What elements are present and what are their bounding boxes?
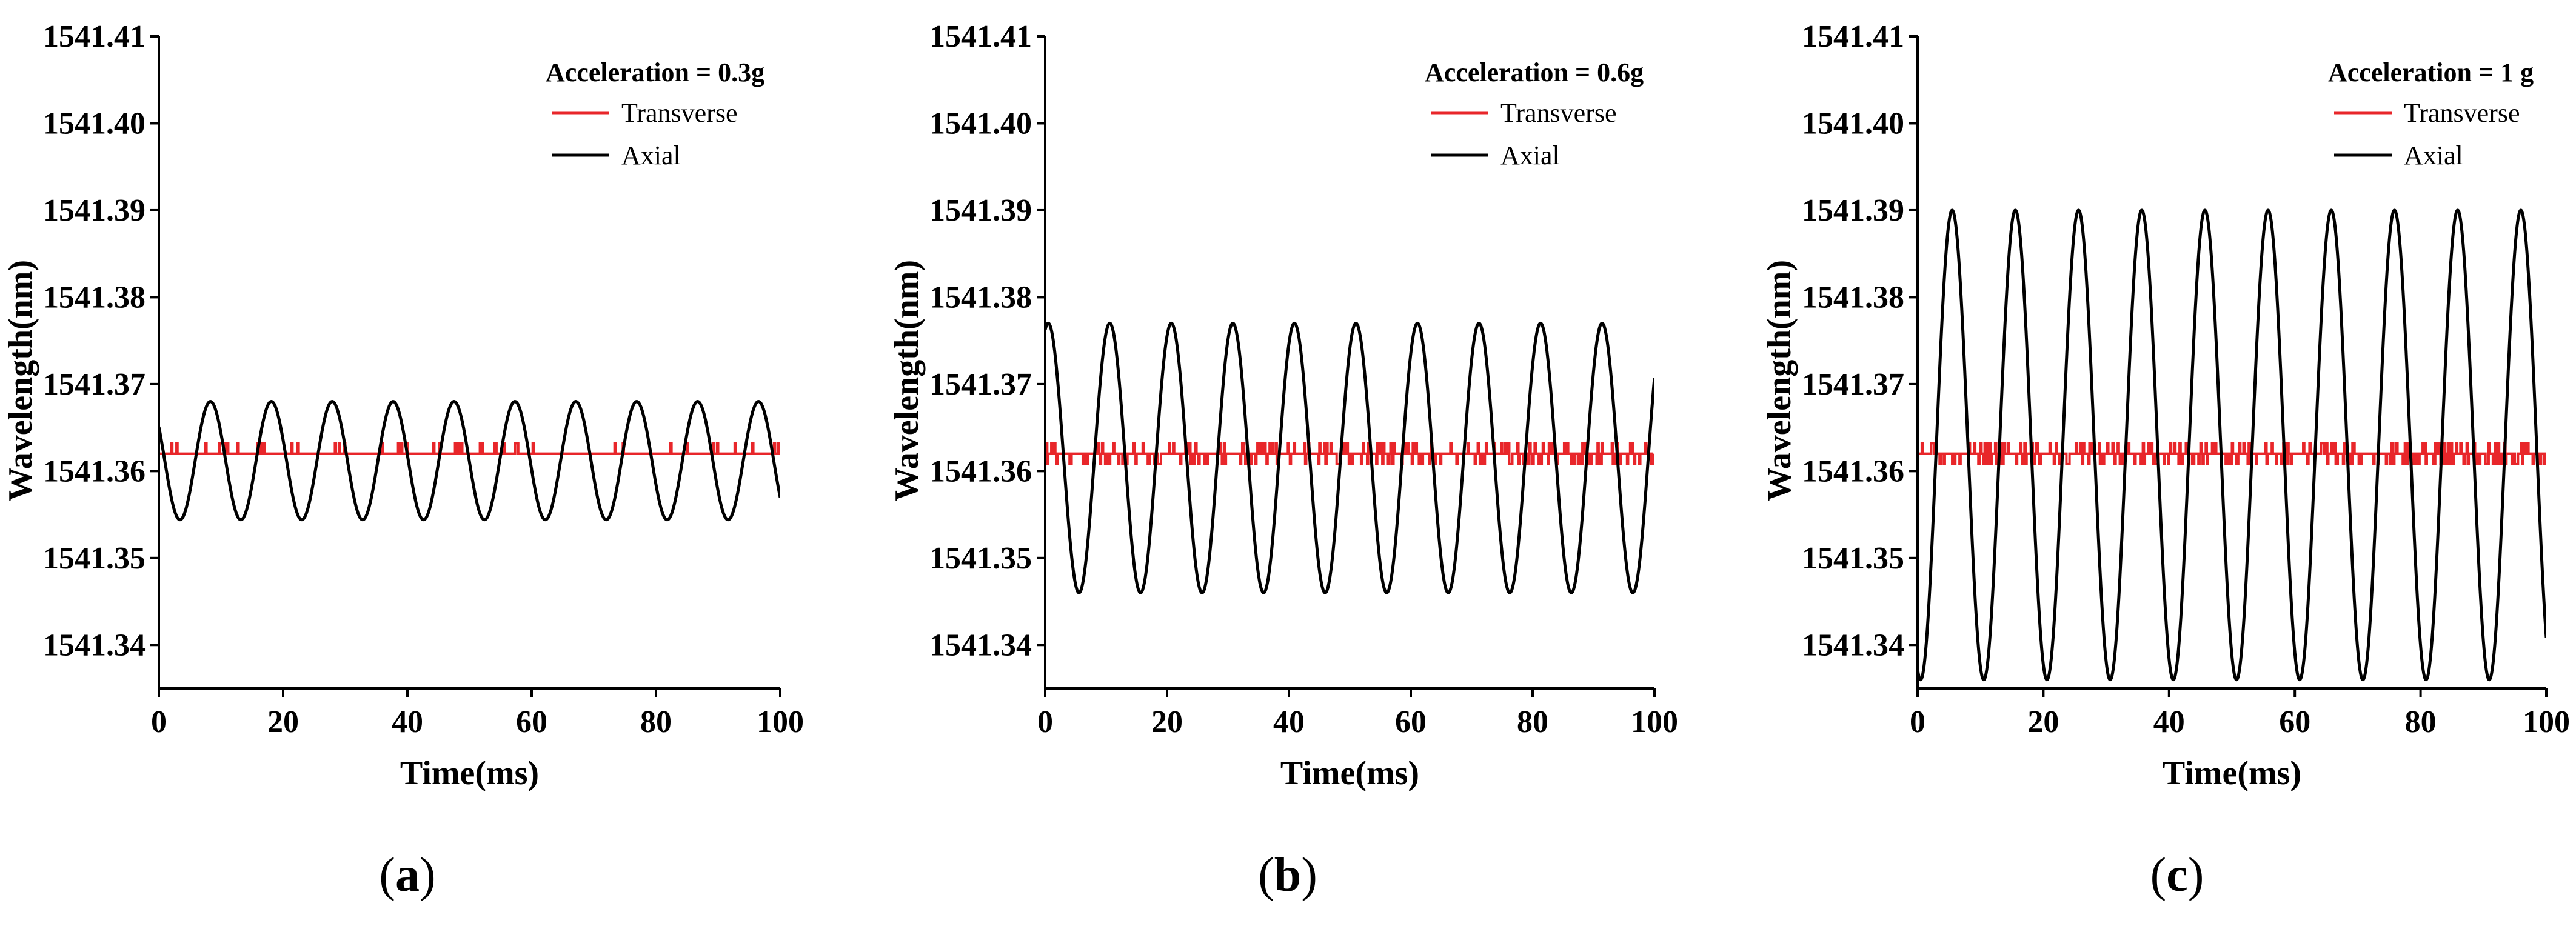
x-tick-label: 60 bbox=[1395, 705, 1427, 739]
y-tick-label: 1541.41 bbox=[929, 19, 1032, 54]
y-tick-label: 1541.36 bbox=[43, 454, 146, 488]
series-line-transverse bbox=[1045, 442, 1654, 465]
y-axis-title: Wavelength(nm) bbox=[888, 260, 926, 501]
legend-label-transverse: Transverse bbox=[621, 98, 737, 128]
y-tick-label: 1541.34 bbox=[929, 628, 1032, 662]
x-tick-label: 20 bbox=[267, 705, 299, 739]
y-tick-label: 1541.38 bbox=[1802, 280, 1904, 315]
x-tick-label: 0 bbox=[1910, 705, 1925, 739]
x-axis-title: Time(ms) bbox=[1280, 754, 1419, 792]
legend-label-transverse: Transverse bbox=[2404, 98, 2520, 128]
panel-label-open-paren: ( bbox=[2150, 848, 2167, 902]
y-tick-label: 1541.40 bbox=[929, 106, 1032, 141]
x-tick-label: 100 bbox=[2523, 705, 2570, 739]
y-tick-label: 1541.39 bbox=[43, 193, 146, 228]
x-axis-title: Time(ms) bbox=[2163, 754, 2301, 792]
y-tick-label: 1541.37 bbox=[1802, 367, 1904, 402]
series-line-transverse bbox=[159, 442, 780, 455]
panel-label-close-paren: ) bbox=[420, 848, 436, 902]
series-line-axial bbox=[159, 400, 780, 522]
x-tick-label: 40 bbox=[2153, 705, 2185, 739]
panel-label-letter: c bbox=[2166, 848, 2188, 902]
y-tick-label: 1541.35 bbox=[929, 541, 1032, 576]
x-axis-title: Time(ms) bbox=[400, 754, 539, 792]
x-tick-label: 40 bbox=[392, 705, 423, 739]
series-line-axial bbox=[1045, 321, 1654, 594]
y-tick-label: 1541.39 bbox=[929, 193, 1032, 228]
panel-label-close-paren: ) bbox=[1301, 848, 1317, 902]
x-tick-label: 80 bbox=[640, 705, 672, 739]
x-tick-label: 60 bbox=[2279, 705, 2310, 739]
y-tick-label: 1541.35 bbox=[43, 541, 146, 576]
y-tick-label: 1541.34 bbox=[1802, 628, 1904, 662]
panel-label: (b) bbox=[1258, 848, 1317, 902]
legend: Acceleration = 1 g Transverse Axial bbox=[2328, 58, 2534, 170]
y-tick-label: 1541.36 bbox=[1802, 454, 1904, 488]
y-tick-label: 1541.37 bbox=[43, 367, 146, 402]
y-tick-label: 1541.35 bbox=[1802, 541, 1904, 576]
y-tick-label: 1541.41 bbox=[1802, 19, 1904, 54]
series-line-axial bbox=[1918, 208, 2546, 682]
x-tick-label: 80 bbox=[1517, 705, 1548, 739]
y-tick-label: 1541.40 bbox=[1802, 106, 1904, 141]
legend-label-axial: Axial bbox=[621, 141, 681, 170]
x-tick-label: 20 bbox=[2027, 705, 2059, 739]
panel-label: (c) bbox=[2150, 848, 2204, 902]
x-tick-label: 60 bbox=[516, 705, 547, 739]
x-tick-label: 0 bbox=[151, 705, 167, 739]
x-tick-label: 100 bbox=[757, 705, 804, 739]
y-tick-label: 1541.38 bbox=[43, 280, 146, 315]
chart-panel-c: 0 20 40 60 80 100 1541.34 1541.35 1541.36 1541.37… bbox=[1761, 19, 2570, 902]
legend-label-transverse: Transverse bbox=[1500, 98, 1616, 128]
panel-label-open-paren: ( bbox=[379, 848, 395, 902]
chart-panel-a: 0 20 40 60 80 100 1541.34 1541.35 1541.36 1541.37… bbox=[2, 19, 804, 902]
legend-label-axial: Axial bbox=[2404, 141, 2463, 170]
y-tick-label: 1541.37 bbox=[929, 367, 1032, 402]
legend: Acceleration = 0.6g Transverse Axial bbox=[1425, 58, 1644, 170]
y-tick-label: 1541.41 bbox=[43, 19, 146, 54]
y-axis-title: Wavelength(nm) bbox=[1761, 260, 1798, 501]
legend-title: Acceleration = 0.6g bbox=[1425, 58, 1644, 87]
legend-title: Acceleration = 1 g bbox=[2328, 58, 2534, 87]
x-tick-label: 100 bbox=[1631, 705, 1678, 739]
x-tick-label: 80 bbox=[2405, 705, 2437, 739]
y-tick-label: 1541.38 bbox=[929, 280, 1032, 315]
legend-title: Acceleration = 0.3g bbox=[546, 58, 764, 87]
panel-label: (a) bbox=[379, 848, 435, 902]
legend-label-axial: Axial bbox=[1500, 141, 1560, 170]
y-axis-title: Wavelength(nm) bbox=[2, 260, 39, 501]
x-tick-label: 0 bbox=[1037, 705, 1053, 739]
panel-label-letter: a bbox=[395, 848, 420, 902]
panel-label-open-paren: ( bbox=[1258, 848, 1274, 902]
panel-label-close-paren: ) bbox=[2188, 848, 2204, 902]
y-tick-label: 1541.34 bbox=[43, 628, 146, 662]
x-tick-label: 40 bbox=[1273, 705, 1305, 739]
panel-label-letter: b bbox=[1274, 848, 1302, 902]
y-tick-label: 1541.39 bbox=[1802, 193, 1904, 228]
series-line-transverse bbox=[1918, 442, 2546, 465]
y-tick-label: 1541.36 bbox=[929, 454, 1032, 488]
chart-panel-b: 0 20 40 60 80 100 1541.34 1541.35 1541.36 1541.37… bbox=[888, 19, 1678, 902]
legend: Acceleration = 0.3g Transverse Axial bbox=[546, 58, 764, 170]
y-tick-label: 1541.40 bbox=[43, 106, 146, 141]
x-tick-label: 20 bbox=[1151, 705, 1183, 739]
